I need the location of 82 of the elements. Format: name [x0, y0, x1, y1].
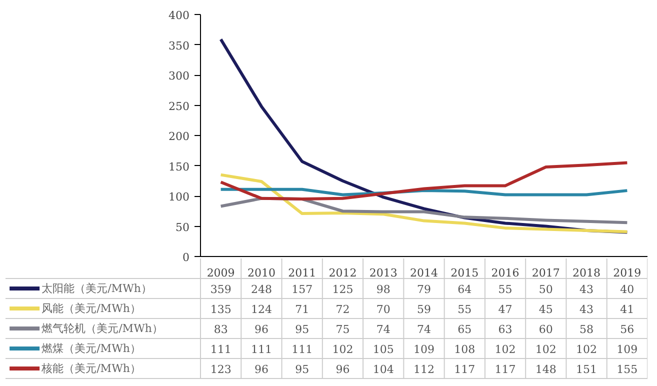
data-label: 55 [458, 303, 472, 316]
legend-label: 燃气轮机（美元/MWh） [42, 322, 163, 335]
data-label: 43 [580, 303, 594, 316]
y-tick-label: 400 [168, 9, 190, 22]
data-label: 83 [214, 323, 228, 336]
data-label: 58 [580, 323, 594, 336]
data-label: 43 [580, 283, 594, 296]
data-label: 125 [332, 283, 354, 296]
data-label: 59 [417, 303, 431, 316]
data-label: 102 [576, 343, 598, 356]
data-label: 109 [616, 343, 638, 356]
data-label: 63 [498, 323, 512, 336]
data-label: 108 [454, 343, 476, 356]
y-tick-label: 350 [168, 39, 190, 52]
y-tick-label: 250 [168, 100, 190, 113]
data-label: 95 [295, 323, 310, 336]
data-label: 102 [535, 343, 556, 356]
x-tick-label: 2015 [450, 266, 479, 280]
data-label: 111 [250, 343, 272, 356]
x-tick-label: 2010 [247, 266, 276, 280]
x-tick-label: 2013 [369, 266, 398, 280]
y-tick-label: 300 [168, 70, 190, 82]
data-label: 47 [498, 303, 512, 316]
x-tick-label: 2012 [328, 266, 357, 280]
y-tick-label: 100 [168, 190, 190, 204]
data-label: 111 [210, 343, 232, 356]
data-label: 60 [538, 323, 553, 336]
data-label: 95 [295, 363, 310, 376]
x-tick-label: 2017 [532, 266, 560, 280]
data-label: 50 [538, 283, 553, 296]
data-label: 111 [292, 343, 313, 356]
x-tick-label: 2011 [288, 266, 316, 280]
data-label: 105 [372, 343, 394, 356]
legend-label: 风能（美元/MWh） [42, 302, 141, 315]
data-label: 135 [210, 303, 232, 316]
data-label: 109 [414, 343, 434, 356]
legend-label: 太阳能（美元/MWh） [42, 282, 152, 295]
y-tick-label: 150 [168, 160, 190, 174]
x-tick-label: 2018 [572, 266, 601, 280]
data-label: 79 [417, 283, 431, 296]
data-label: 41 [620, 303, 634, 316]
data-label: 104 [372, 363, 394, 376]
x-tick-label: 2014 [410, 266, 438, 280]
data-label: 98 [376, 283, 390, 296]
data-label: 124 [250, 303, 272, 316]
data-label: 157 [292, 283, 313, 296]
data-label: 117 [454, 363, 476, 376]
line-series [219, 161, 629, 201]
y-tick-label: 50 [176, 220, 190, 234]
y-tick-label: 0 [182, 251, 190, 264]
data-label: 102 [494, 343, 516, 356]
data-label: 56 [620, 323, 634, 336]
data-label: 96 [254, 323, 268, 336]
data-label: 70 [376, 303, 390, 316]
data-label: 65 [458, 323, 472, 336]
data-label: 75 [336, 323, 350, 336]
data-label: 72 [336, 303, 350, 316]
data-label: 117 [494, 363, 516, 376]
legend-label: 核能（美元/MWh） [40, 362, 141, 375]
data-label: 248 [250, 283, 272, 296]
data-label: 74 [417, 323, 431, 336]
data-label: 74 [376, 323, 390, 336]
data-label: 40 [620, 283, 634, 296]
data-label: 123 [210, 363, 232, 376]
data-label: 148 [535, 363, 556, 376]
data-label: 96 [254, 363, 268, 376]
data-label: 102 [332, 343, 354, 356]
x-tick-label: 2019 [613, 266, 642, 280]
y-tick-label: 200 [168, 130, 190, 143]
data-label: 64 [458, 283, 472, 296]
data-label: 55 [498, 283, 512, 296]
data-label: 96 [336, 363, 350, 376]
data-label: 151 [576, 363, 598, 376]
data-label: 71 [295, 303, 310, 316]
data-label: 45 [538, 303, 553, 316]
data-label: 155 [616, 363, 638, 376]
legend-label: 燃煤（美元/MWh） [42, 342, 141, 355]
x-tick-label: 2016 [491, 266, 520, 280]
line-series [219, 173, 629, 234]
data-label: 359 [210, 283, 232, 296]
x-tick-label: 2009 [206, 266, 235, 280]
data-label: 112 [414, 363, 434, 376]
